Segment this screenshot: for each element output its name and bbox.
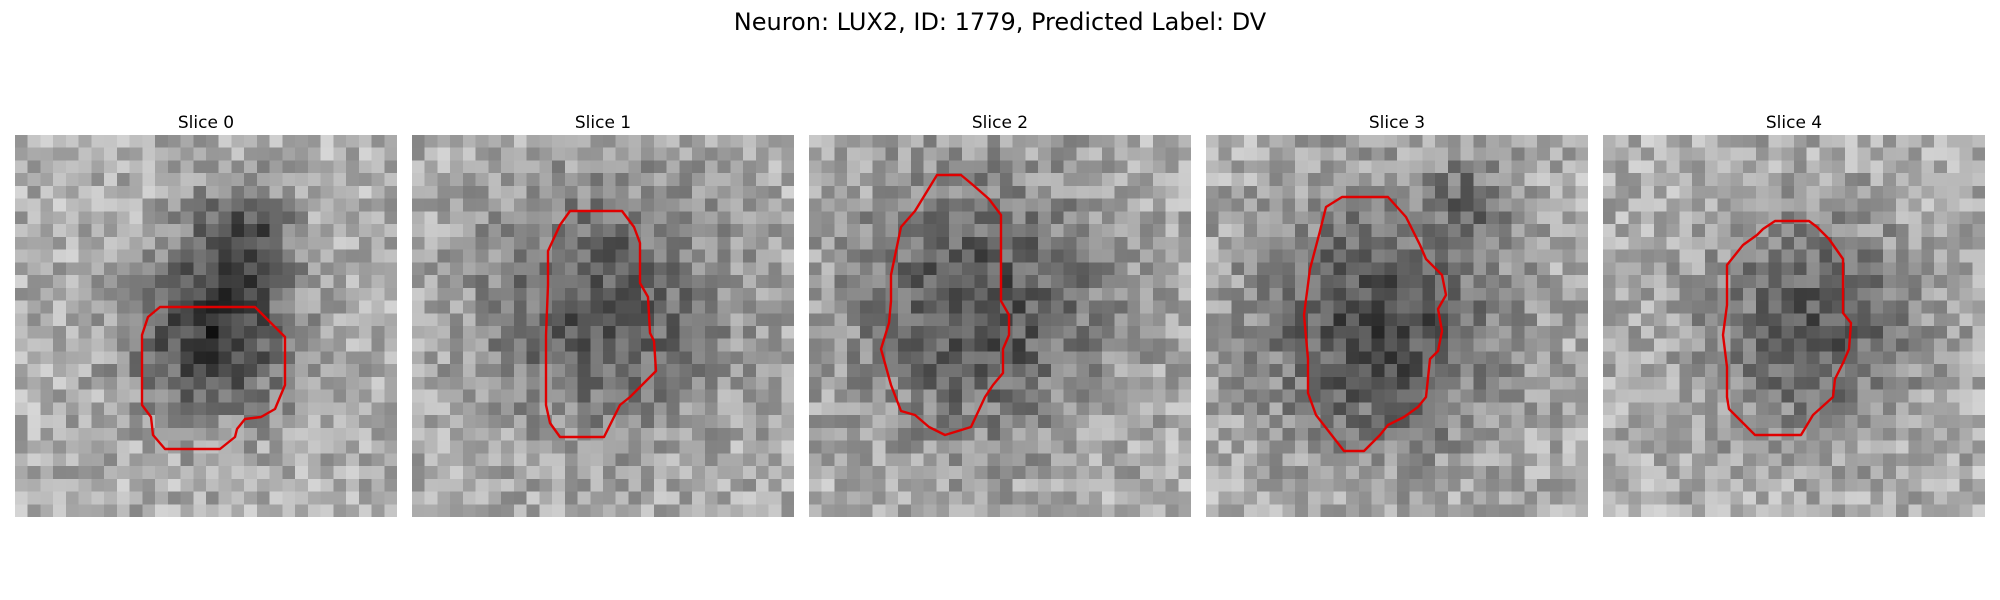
slice-image-3 bbox=[1206, 135, 1588, 517]
slice-svg-0 bbox=[140, 305, 287, 451]
neuron-contour-4 bbox=[1721, 219, 1853, 437]
slice-image-2 bbox=[809, 135, 1191, 517]
slice-title-4: Slice 4 bbox=[1765, 113, 1823, 133]
neuron-contour-2 bbox=[879, 173, 1011, 437]
slice-title-0: Slice 0 bbox=[177, 113, 235, 133]
slice-title-1: Slice 1 bbox=[574, 113, 632, 133]
slice-svg-3 bbox=[1302, 195, 1448, 453]
slice-image-1 bbox=[412, 135, 794, 517]
neuron-contour-1 bbox=[544, 209, 658, 439]
neuron-contour-0 bbox=[140, 305, 287, 451]
figure-title: Neuron: LUX2, ID: 1779, Predicted Label:… bbox=[733, 8, 1267, 36]
slice-title-3: Slice 3 bbox=[1368, 113, 1426, 133]
slice-svg-1 bbox=[544, 209, 658, 439]
neuron-contour-3 bbox=[1302, 195, 1448, 453]
slice-image-4 bbox=[1603, 135, 1985, 517]
slice-image-0 bbox=[15, 135, 397, 517]
slice-svg-2 bbox=[879, 173, 1011, 437]
slice-title-2: Slice 2 bbox=[971, 113, 1029, 133]
slice-svg-4 bbox=[1721, 219, 1853, 437]
